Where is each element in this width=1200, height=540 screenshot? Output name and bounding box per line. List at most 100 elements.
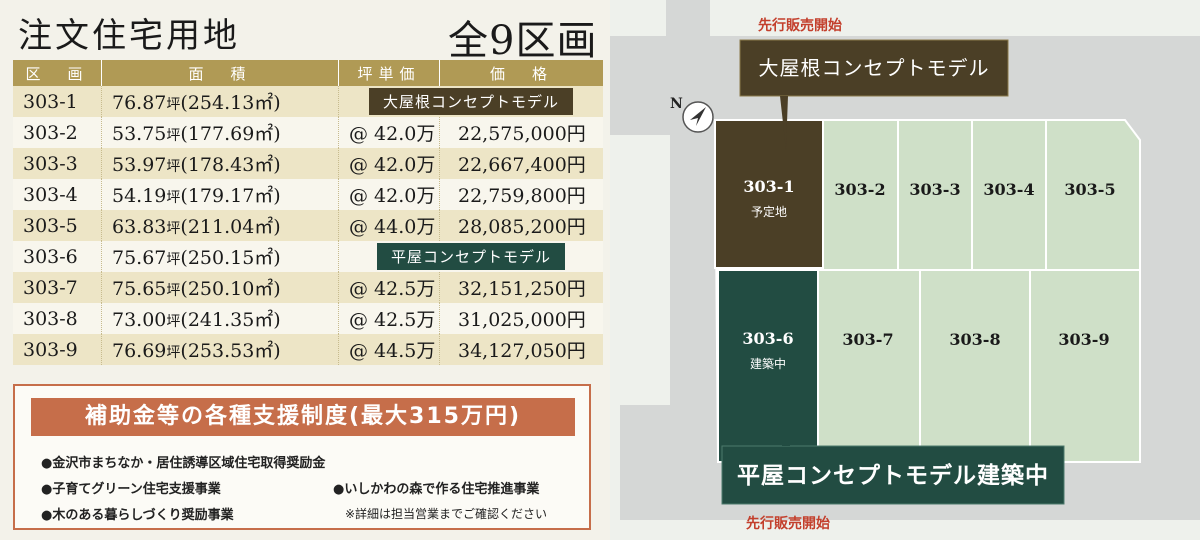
area-sqm: (250.15㎡) — [180, 247, 281, 269]
subsidy-note: ※詳細は担当営業までご確認ください — [345, 507, 548, 521]
lot-label: 303-2 — [834, 180, 885, 199]
header-area: 面 積 — [101, 60, 339, 86]
lot-label: 303-4 — [983, 180, 1034, 199]
price-cell: 22,667,400円 — [439, 148, 603, 179]
lot-status: 予定地 — [751, 204, 787, 219]
subsidy-item: ●金沢市まちなか・居住誘導区域住宅取得奨励金 — [41, 456, 326, 471]
header-lot: 区 画 — [13, 60, 102, 86]
header-price: 価 格 — [439, 60, 603, 86]
unit-price-cell: @ 42.5万 — [338, 303, 440, 334]
subsidy-title: 補助金等の各種支援制度(最大315万円) — [31, 398, 575, 436]
area-cell: 75.67坪(250.15㎡) — [101, 241, 339, 272]
area-cell: 54.19坪(179.17㎡) — [101, 179, 339, 210]
lot-label: 303-5 — [1064, 180, 1115, 199]
price-cell: 22,759,800円 — [439, 179, 603, 210]
lot-cell: 303-7 — [13, 272, 102, 303]
area-unit: 坪 — [166, 314, 181, 330]
area-cell: 73.00坪(241.35㎡) — [101, 303, 339, 334]
area-sqm: (254.13㎡) — [180, 92, 281, 114]
area-tsubo: 53.97 — [112, 154, 167, 176]
lot-label: 303-7 — [842, 330, 893, 349]
lot-cell: 303-2 — [13, 117, 102, 148]
area-cell: 53.97坪(178.43㎡) — [101, 148, 339, 179]
area-tsubo: 73.00 — [112, 309, 167, 331]
lot-cell: 303-9 — [13, 334, 102, 365]
callout-bottom-text: 平屋コンセプトモデル建築中 — [737, 462, 1049, 489]
lot-cell: 303-8 — [13, 303, 102, 334]
lot-label: 303-6 — [742, 329, 793, 348]
area-unit: 坪 — [166, 252, 181, 268]
subsidy-item: ●木のある暮らしづくり奨励事業 — [41, 508, 234, 523]
page-title: 注文住宅用地 — [18, 16, 240, 56]
lot-count: 全9区画 — [448, 18, 598, 64]
area-sqm: (178.43㎡) — [180, 154, 281, 176]
lot-cell: 303-4 — [13, 179, 102, 210]
price-cell: 28,085,200円 — [439, 210, 603, 241]
table-row: 303-8 73.00坪(241.35㎡) @ 42.5万 31,025,000円 — [13, 303, 603, 334]
model-tag: 平屋コンセプトモデル — [376, 243, 565, 270]
price-cell: 34,127,050円 — [439, 334, 603, 365]
site-map: 303-1 予定地 303-2 303-3 303-4 303-5 303-6 … — [610, 0, 1200, 540]
lot-label: 303-3 — [909, 180, 960, 199]
model-cell: 平屋コンセプトモデル — [338, 241, 603, 272]
area-sqm: (179.17㎡) — [180, 185, 281, 207]
callout-bottom — [721, 445, 1065, 505]
unit-price-cell: @ 42.0万 — [338, 179, 440, 210]
area-sqm: (250.10㎡) — [180, 278, 281, 300]
callout-top-text: 大屋根コンセプトモデル — [759, 56, 990, 80]
north-arrow-icon — [690, 107, 706, 126]
lot-label: 303-9 — [1058, 330, 1109, 349]
advance-sale-label-bottom: 先行販売開始 — [746, 515, 830, 532]
area-tsubo: 75.67 — [112, 247, 167, 269]
area-unit: 坪 — [166, 97, 181, 113]
table-row: 303-9 76.69坪(253.53㎡) @ 44.5万 34,127,050円 — [13, 334, 603, 365]
area-unit: 坪 — [166, 159, 181, 175]
table-row: 303-6 75.67坪(250.15㎡) 平屋コンセプトモデル — [13, 241, 603, 272]
area-unit: 坪 — [166, 221, 181, 237]
area-tsubo: 76.87 — [112, 92, 167, 114]
area-cell: 75.65坪(250.10㎡) — [101, 272, 339, 303]
unit-price-cell: @ 42.0万 — [338, 117, 440, 148]
area-tsubo: 54.19 — [112, 185, 167, 207]
lot-303-6 — [717, 269, 819, 463]
callout-top — [739, 39, 1009, 97]
table-row: 303-4 54.19坪(179.17㎡) @ 42.0万 22,759,800円 — [13, 179, 603, 210]
header-unit-price: 坪単価 — [338, 60, 440, 86]
lot-label: 303-8 — [949, 330, 1000, 349]
area-tsubo: 76.69 — [112, 340, 167, 362]
area-cell: 76.69坪(253.53㎡) — [101, 334, 339, 365]
north-label: N — [670, 96, 683, 112]
model-tag: 大屋根コンセプトモデル — [368, 88, 573, 115]
unit-price-cell: @ 44.5万 — [338, 334, 440, 365]
area-unit: 坪 — [166, 283, 181, 299]
table-row: 303-7 75.65坪(250.10㎡) @ 42.5万 32,151,250円 — [13, 272, 603, 303]
model-cell: 大屋根コンセプトモデル — [338, 86, 603, 117]
area-sqm: (253.53㎡) — [180, 340, 281, 362]
unit-price-cell: @ 42.5万 — [338, 272, 440, 303]
north-arrow: N — [670, 96, 714, 133]
area-unit: 坪 — [166, 128, 181, 144]
area-tsubo: 63.83 — [112, 216, 167, 238]
subsidy-box: 補助金等の各種支援制度(最大315万円) ●金沢市まちなか・居住誘導区域住宅取得… — [13, 384, 591, 530]
lot-price-table: 区 画 面 積 坪単価 価 格 303-1 76.87坪(254.13㎡) 大屋根コ… — [13, 60, 603, 365]
area-unit: 坪 — [166, 190, 181, 206]
advance-sale-label-top: 先行販売開始 — [758, 17, 842, 34]
price-cell: 22,575,000円 — [439, 117, 603, 148]
lot-cell: 303-1 — [13, 86, 102, 117]
lot-303-1 — [714, 119, 824, 269]
table-header-row: 区 画 面 積 坪単価 価 格 — [13, 60, 603, 86]
lot-cell: 303-5 — [13, 210, 102, 241]
area-cell: 63.83坪(211.04㎡) — [101, 210, 339, 241]
area-sqm: (241.35㎡) — [180, 309, 281, 331]
area-cell: 76.87坪(254.13㎡) — [101, 86, 339, 117]
table-row: 303-2 53.75坪(177.69㎡) @ 42.0万 22,575,000円 — [13, 117, 603, 148]
area-sqm: (177.69㎡) — [180, 123, 281, 145]
lot-status: 建築中 — [750, 356, 786, 371]
area-tsubo: 53.75 — [112, 123, 167, 145]
lot-cell: 303-6 — [13, 241, 102, 272]
lot-label: 303-1 — [743, 177, 794, 196]
table-row: 303-1 76.87坪(254.13㎡) 大屋根コンセプトモデル — [13, 86, 603, 117]
area-cell: 53.75坪(177.69㎡) — [101, 117, 339, 148]
price-cell: 32,151,250円 — [439, 272, 603, 303]
area-sqm: (211.04㎡) — [180, 216, 281, 238]
